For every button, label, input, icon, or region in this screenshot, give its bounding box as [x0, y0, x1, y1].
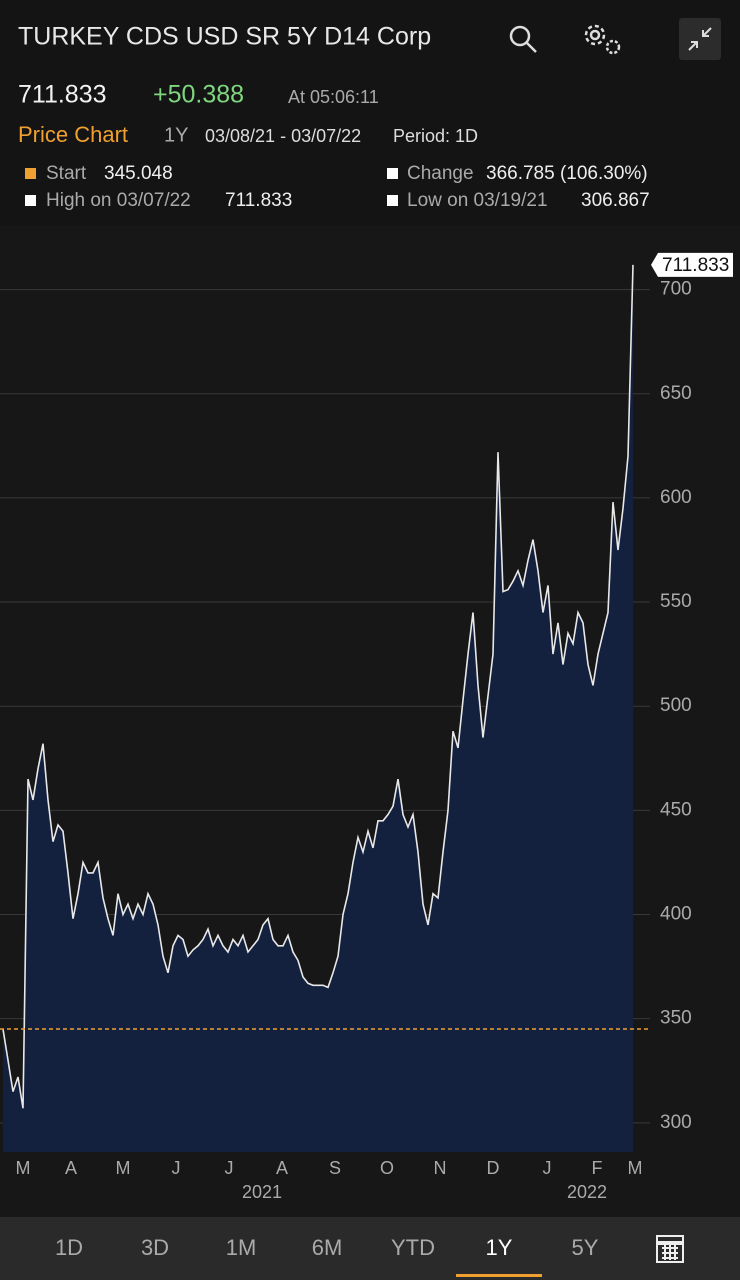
range-tab[interactable]: YTD	[391, 1235, 435, 1260]
x-tick-label: J	[543, 1158, 552, 1178]
range-tab[interactable]: 1D	[55, 1235, 83, 1260]
last-value-label: 711.833	[662, 255, 729, 276]
start-label: Start	[46, 163, 87, 184]
x-tick-label: A	[276, 1158, 288, 1178]
calendar-icon[interactable]	[656, 1235, 684, 1263]
high-label: High on 03/07/22	[46, 190, 191, 211]
high-value: 711.833	[225, 190, 292, 211]
price-chart: 300 350 400 450 500 550 600 650 700 711.833 M A M J J A…	[0, 252, 733, 1202]
x-tick-label: M	[116, 1158, 131, 1178]
range-tab[interactable]: 1M	[226, 1235, 257, 1260]
x-tick-label: N	[434, 1158, 447, 1178]
range-tabs: 1D 3D 1M 6M YTD 1Y 5Y	[55, 1235, 599, 1277]
x-tick-label: O	[380, 1158, 394, 1178]
security-title: TURKEY CDS USD SR 5Y D14 Corp	[18, 23, 431, 51]
year-label: 2021	[242, 1182, 282, 1202]
search-icon[interactable]	[509, 25, 537, 53]
collapse-icon	[688, 27, 712, 51]
x-tick-label: A	[65, 1158, 77, 1178]
y-tick-label: 700	[660, 279, 692, 300]
x-tick-label: M	[628, 1158, 643, 1178]
start-marker	[25, 168, 36, 179]
range: 1Y	[164, 124, 188, 146]
date-range: 03/08/21 - 03/07/22	[205, 126, 361, 146]
tab-bar	[0, 1217, 740, 1280]
y-tick-label: 500	[660, 695, 692, 716]
y-tick-label: 450	[660, 799, 692, 820]
low-label: Low on 03/19/21	[407, 190, 548, 211]
high-marker	[25, 195, 36, 206]
period: Period: 1D	[393, 126, 478, 146]
y-tick-label: 550	[660, 591, 692, 612]
range-tab[interactable]: 3D	[141, 1235, 169, 1260]
y-tick-label: 300	[660, 1112, 692, 1133]
net-change: +50.388	[153, 81, 244, 109]
y-tick-label: 400	[660, 904, 692, 925]
low-marker	[387, 195, 398, 206]
chart-label: Price Chart	[18, 122, 128, 147]
y-tick-label: 650	[660, 383, 692, 404]
x-tick-label: S	[329, 1158, 341, 1178]
x-tick-label: D	[487, 1158, 500, 1178]
price-line	[2, 264, 634, 1109]
start-value: 345.048	[104, 163, 173, 184]
last-price: 711.833	[18, 81, 107, 109]
x-tick-label: F	[592, 1158, 603, 1178]
active-tab-underline	[456, 1274, 542, 1277]
y-tick-label: 350	[660, 1008, 692, 1029]
change-marker	[387, 168, 398, 179]
area	[3, 264, 633, 1152]
y-tick-label: 600	[660, 487, 692, 508]
x-tick-label: J	[225, 1158, 234, 1178]
low-value: 306.867	[581, 190, 650, 211]
collapse-button[interactable]	[679, 18, 721, 60]
year-label: 2022	[567, 1182, 607, 1202]
settings-icon[interactable]	[584, 24, 621, 55]
change-label: Change	[407, 163, 474, 184]
x-tick-label: M	[16, 1158, 31, 1178]
range-tab[interactable]: 1Y	[486, 1235, 513, 1260]
last-value-box	[651, 252, 733, 277]
range-tab[interactable]: 5Y	[572, 1235, 599, 1260]
change-value: 366.785 (106.30%)	[486, 163, 648, 184]
range-tab[interactable]: 6M	[312, 1235, 343, 1260]
x-tick-label: J	[172, 1158, 181, 1178]
update-time: At 05:06:11	[288, 87, 379, 107]
